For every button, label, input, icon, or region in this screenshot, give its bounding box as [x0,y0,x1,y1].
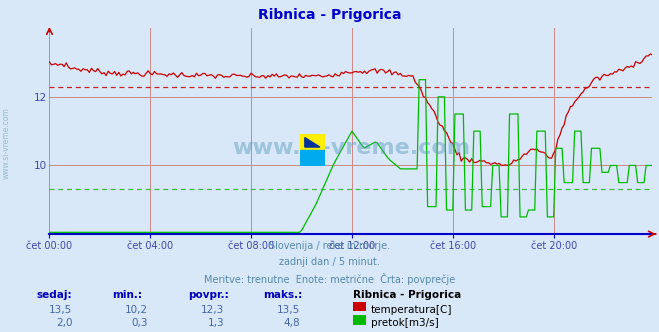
Text: Meritve: trenutne  Enote: metrične  Črta: povprečje: Meritve: trenutne Enote: metrične Črta: … [204,273,455,285]
Text: 2,0: 2,0 [56,318,72,328]
Text: temperatura[C]: temperatura[C] [371,305,453,315]
Text: Ribnica - Prigorica: Ribnica - Prigorica [353,290,461,300]
Text: 12,3: 12,3 [201,305,224,315]
Polygon shape [300,134,325,150]
Text: zadnji dan / 5 minut.: zadnji dan / 5 minut. [279,257,380,267]
Text: povpr.:: povpr.: [188,290,229,300]
Polygon shape [300,134,325,150]
Text: sedaj:: sedaj: [36,290,72,300]
Text: 13,5: 13,5 [277,305,300,315]
Polygon shape [300,150,325,166]
Text: www.si-vreme.com: www.si-vreme.com [2,107,11,179]
Text: Ribnica - Prigorica: Ribnica - Prigorica [258,8,401,22]
Text: min.:: min.: [112,290,142,300]
Text: 10,2: 10,2 [125,305,148,315]
Text: www.si-vreme.com: www.si-vreme.com [232,137,470,158]
Text: 4,8: 4,8 [283,318,300,328]
Text: 13,5: 13,5 [49,305,72,315]
Text: maks.:: maks.: [264,290,303,300]
Text: 1,3: 1,3 [208,318,224,328]
Text: Slovenija / reke in morje.: Slovenija / reke in morje. [269,241,390,251]
Text: pretok[m3/s]: pretok[m3/s] [371,318,439,328]
Polygon shape [305,137,320,147]
Text: 0,3: 0,3 [132,318,148,328]
